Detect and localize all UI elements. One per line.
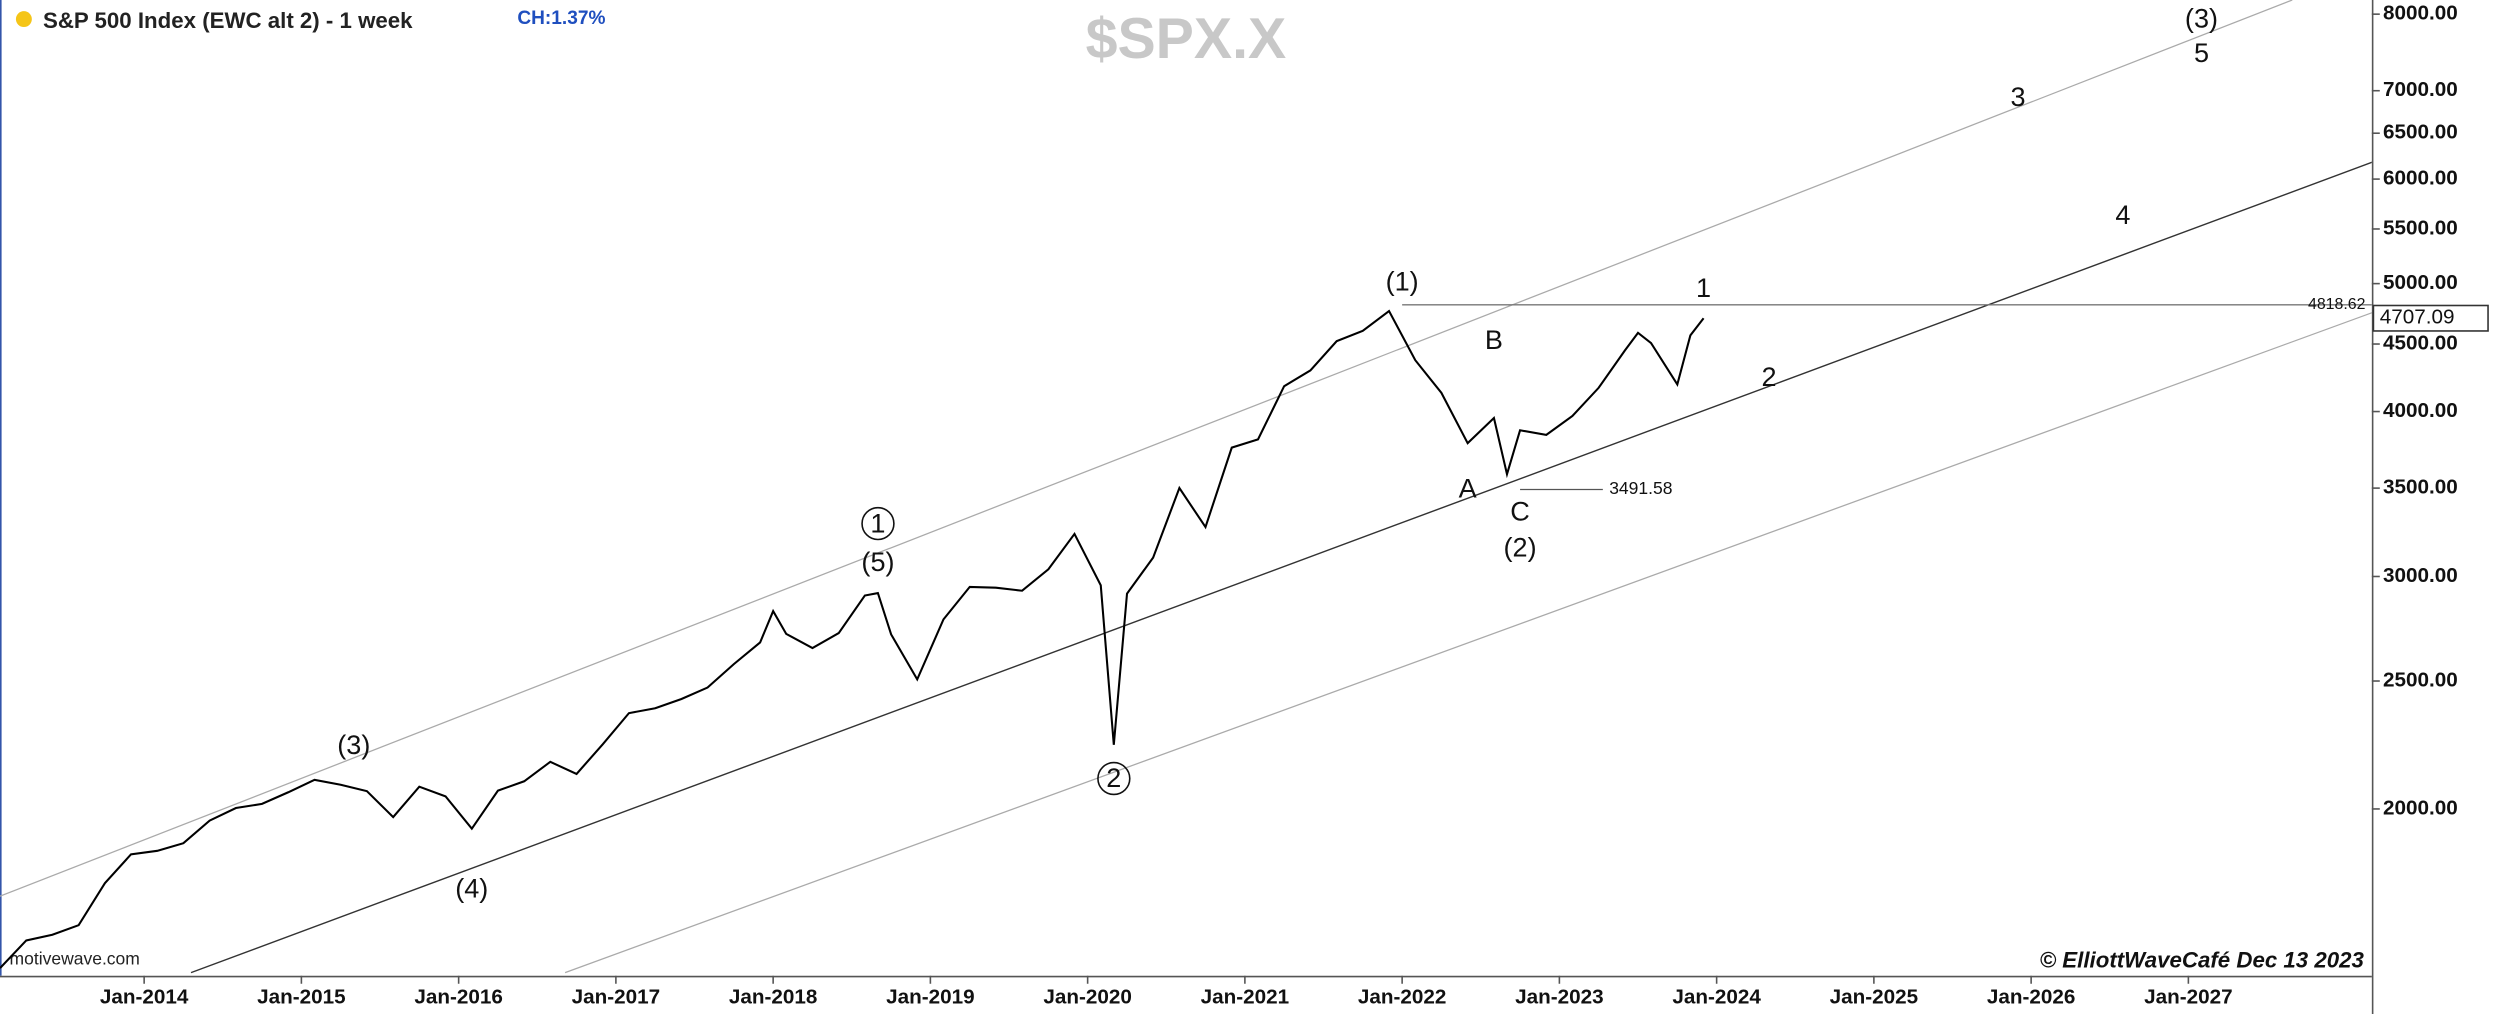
wave-label: (2) bbox=[1504, 533, 1537, 563]
wave-circle bbox=[1097, 761, 1131, 796]
y-axis-panel bbox=[2371, 0, 2496, 1014]
last-price-label: 4707.09 bbox=[2380, 306, 2455, 329]
wave-label: (3) bbox=[337, 730, 370, 760]
wave-label: 2 bbox=[1106, 763, 1121, 793]
x-tick-label: Jan-2026 bbox=[1987, 986, 2076, 1009]
wave-label: 2 bbox=[1762, 362, 1777, 392]
y-tick-label: 6500.00 bbox=[2383, 121, 2458, 144]
change-label: CH:1.37% bbox=[517, 8, 605, 29]
y-tick-label: 5500.00 bbox=[2383, 216, 2458, 239]
low-line-label: 3491.58 bbox=[1609, 478, 1672, 498]
y-tick-label: 8000.00 bbox=[2383, 2, 2458, 25]
x-tick-label: Jan-2016 bbox=[414, 986, 503, 1009]
wave-label: (3) bbox=[2185, 3, 2218, 33]
x-tick-label: Jan-2023 bbox=[1515, 986, 1604, 1009]
wave-label: C bbox=[1510, 497, 1530, 527]
wave-label: 1 bbox=[1696, 273, 1711, 303]
x-tick-label: Jan-2019 bbox=[886, 986, 975, 1009]
upper-channel bbox=[0, 0, 2293, 897]
lower-channel bbox=[564, 266, 2496, 974]
status-dot bbox=[15, 11, 32, 28]
x-tick-label: Jan-2018 bbox=[729, 986, 818, 1009]
price-line bbox=[0, 309, 1705, 969]
wave-label: 1 bbox=[870, 508, 885, 538]
x-tick-label: Jan-2014 bbox=[100, 986, 189, 1009]
wave-label: (1) bbox=[1386, 267, 1419, 297]
last-price-box bbox=[2372, 304, 2489, 332]
x-tick-label: Jan-2021 bbox=[1201, 986, 1290, 1009]
source: motivewave.com bbox=[10, 949, 140, 969]
wave-label: (5) bbox=[861, 547, 894, 577]
y-tick-label: 2500.00 bbox=[2383, 668, 2458, 691]
y-tick-label: 4000.00 bbox=[2383, 399, 2458, 422]
y-tick-label: 2000.00 bbox=[2383, 796, 2458, 819]
wave-circle bbox=[861, 506, 895, 541]
x-tick-label: Jan-2022 bbox=[1358, 986, 1447, 1009]
x-tick-label: Jan-2025 bbox=[1830, 986, 1919, 1009]
x-tick-label: Jan-2017 bbox=[572, 986, 661, 1009]
wave-label: 5 bbox=[2194, 38, 2209, 68]
wave-label: 3 bbox=[2011, 82, 2026, 112]
y-tick-label: 3000.00 bbox=[2383, 564, 2458, 587]
y-tick-label: 6000.00 bbox=[2383, 167, 2458, 190]
y-tick-label: 3500.00 bbox=[2383, 476, 2458, 499]
wave-label: B bbox=[1485, 325, 1503, 355]
footer: © ElliottWaveCafé Dec 13 2023 bbox=[2040, 947, 2365, 972]
wave-label: 4 bbox=[2115, 200, 2130, 230]
wave-label: (4) bbox=[455, 874, 488, 904]
x-tick-label: Jan-2024 bbox=[1672, 986, 1761, 1009]
y-tick-label: 7000.00 bbox=[2383, 78, 2458, 101]
symbol-watermark: $SPX.X bbox=[1086, 7, 1287, 71]
y-tick-label: 4500.00 bbox=[2383, 331, 2458, 354]
x-tick-label: Jan-2020 bbox=[1043, 986, 1132, 1009]
chart-title: S&P 500 Index (EWC alt 2) - 1 week bbox=[43, 8, 413, 33]
wave-label: A bbox=[1459, 473, 1477, 503]
middle-channel bbox=[190, 115, 2496, 974]
x-tick-label: Jan-2015 bbox=[257, 986, 346, 1009]
x-tick-label: Jan-2027 bbox=[2144, 986, 2233, 1009]
y-tick-label: 5000.00 bbox=[2383, 271, 2458, 294]
high-line-label: 4818.62 bbox=[2308, 296, 2366, 313]
